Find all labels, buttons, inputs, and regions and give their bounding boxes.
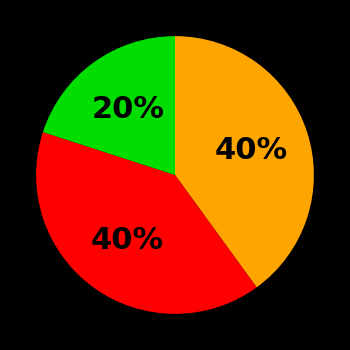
Wedge shape (175, 36, 314, 287)
Text: 40%: 40% (215, 135, 288, 164)
Text: 20%: 20% (91, 95, 164, 124)
Wedge shape (43, 36, 175, 175)
Wedge shape (36, 132, 257, 314)
Text: 40%: 40% (91, 226, 164, 255)
